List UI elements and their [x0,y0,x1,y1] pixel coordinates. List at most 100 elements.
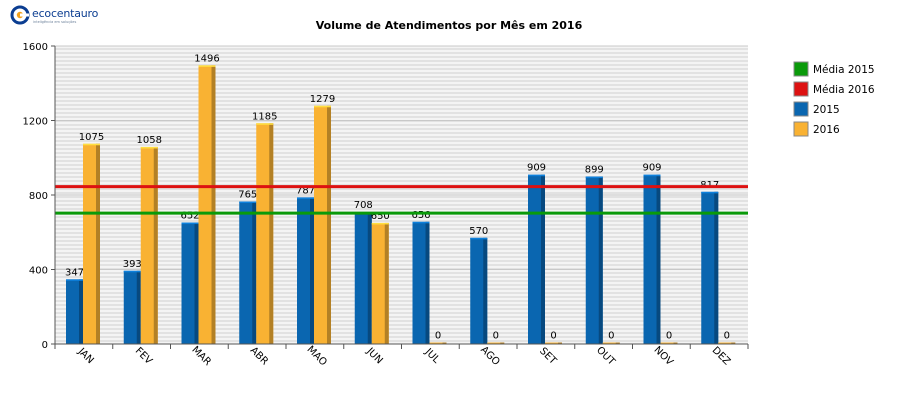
y-tick-label: 800 [29,191,48,202]
bar-top-2015-FEV [123,270,141,273]
x-tick-label-ABR: ABR [248,345,270,367]
bar-2015-JUL [412,221,430,344]
data-label-2016-OUT: 0 [608,331,614,342]
x-tick-label-FEV: FEV [133,346,154,367]
bar-top-2015-DEZ [701,191,719,194]
bar-top-2016-ABR [256,123,274,125]
data-label-2016-JAN: 1075 [79,132,104,143]
bar-2016-NOV [660,342,678,344]
bar-shade-2016-NOV [673,342,678,344]
bar-top-2015-JUL [412,221,430,224]
bar-2015-MAR [181,222,199,344]
bar-shade-2015-JAN [79,279,83,344]
x-tick-label-JUN: JUN [364,345,385,366]
bar-shade-2016-JAN [96,143,100,344]
logo-tagline: inteligência em soluções [33,20,77,24]
bar-shade-2016-AGO [500,342,505,344]
x-tick-label-DEZ: DEZ [710,345,733,368]
bar-top-2015-SET [528,174,545,177]
bar-2016-JUN [371,222,389,344]
bar-shade-2015-ABR [252,201,257,344]
legend-swatch-2015 [793,101,809,117]
data-label-2015-OUT: 899 [585,165,604,176]
bar-top-2016-MAO [314,105,331,108]
bar-shade-2015-MAR [194,222,199,344]
bar-2015-SET [528,174,545,344]
bar-shade-2015-SET [541,174,545,344]
x-tick-label-MAR: MAR [189,344,213,368]
bar-2016-MAR [198,65,216,345]
data-label-2016-MAR: 1496 [194,53,219,64]
bar-2015-JAN [66,279,83,344]
bar-top-2016-JAN [83,143,100,146]
bar-top-2015-JAN [66,279,83,281]
bar-2015-JUN [354,212,372,344]
bar-shade-2016-FEV [153,146,158,344]
data-label-2015-ABR: 765 [238,190,257,201]
x-tick-label-NOV: NOV [651,345,674,368]
data-label-2016-SET: 0 [550,331,556,342]
bar-shade-2016-JUN [384,222,389,344]
bar-2016-DEZ [718,342,736,344]
data-label-2015-JUN: 708 [354,200,373,211]
bar-2015-NOV [643,174,661,344]
data-label-2015-MAO: 787 [296,185,315,196]
data-label-2015-NOV: 909 [642,163,661,174]
bar-shade-2015-AGO [483,237,488,344]
data-label-2015-AGO: 570 [469,226,488,237]
bar-top-2015-OUT [585,176,603,179]
bar-top-2015-NOV [643,174,661,177]
bar-2016-SET [545,342,562,344]
legend-swatch-média-2015 [793,61,809,77]
bar-shade-2016-DEZ [731,342,736,344]
data-label-2015-SET: 909 [527,163,546,174]
bar-shade-2015-FEV [136,270,141,344]
bar-shade-2016-ABR [269,123,274,344]
bar-shade-2016-SET [558,342,562,344]
bar-2016-AGO [487,342,505,344]
data-label-2015-MAR: 652 [180,211,199,222]
x-tick-label-AGO: AGO [478,344,502,368]
legend-label-2015: 2015 [813,104,840,116]
chart-title: Volume de Atendimentos por Mês em 2016 [316,19,583,32]
x-tick-label-OUT: OUT [594,345,617,368]
bar-2015-FEV [123,270,141,344]
bar-shade-2016-MAR [211,65,216,345]
bar-shade-2015-NOV [656,174,661,344]
bar-2016-FEV [140,146,158,344]
bar-2015-MAO [297,197,314,344]
logo-icon [10,5,30,25]
data-label-2016-MAO: 1279 [310,94,335,105]
y-tick-label: 0 [42,340,48,351]
bar-top-2015-MAO [297,197,314,199]
data-label-2015-FEV: 393 [123,259,142,270]
bar-2015-ABR [239,201,257,344]
bar-shade-2016-JUL [442,342,447,344]
bar-2015-DEZ [701,191,719,344]
x-tick-label-JAN: JAN [75,346,96,367]
legend-label-média-2015: Média 2015 [813,64,875,76]
bar-2016-ABR [256,123,274,344]
bar-shade-2015-JUL [425,221,430,344]
data-label-2016-AGO: 0 [493,331,499,342]
bar-top-2015-AGO [470,237,488,240]
x-tick-label-JUL: JUL [422,346,442,366]
y-tick-label: 400 [29,266,48,277]
bar-top-2015-MAR [181,222,199,225]
bar-2015-AGO [470,237,488,344]
bar-top-2016-FEV [140,146,158,149]
legend-label-2016: 2016 [813,124,840,136]
legend-swatch-2016 [793,121,809,137]
bar-2015-OUT [585,176,603,344]
data-label-2016-JUN: 650 [371,211,390,222]
x-tick-label-MAO: MAO [305,344,329,368]
bar-top-2016-MAR [198,65,216,67]
y-tick-label: 1200 [23,117,48,128]
legend-label-média-2016: Média 2016 [813,84,875,96]
data-label-2016-ABR: 1185 [252,111,277,122]
company-logo: ecocentauro inteligência em soluções [10,5,120,27]
data-label-2016-NOV: 0 [666,331,672,342]
bar-shade-2015-MAO [310,197,314,344]
data-label-2015-JAN: 347 [65,267,84,278]
